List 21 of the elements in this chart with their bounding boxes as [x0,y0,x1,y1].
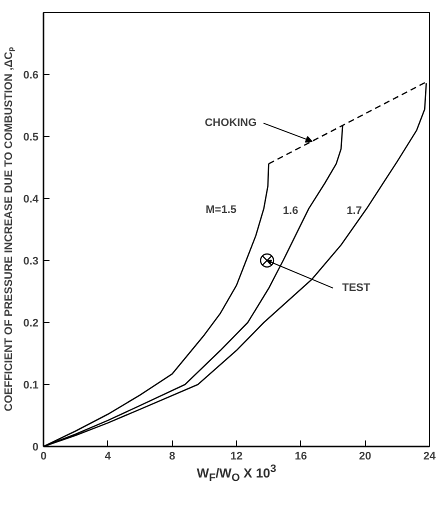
y-tick-label: 0 [32,442,39,454]
x-axis-title: W$_{F}$/W$_{O}$ X 10$^{3}$ [196,462,278,486]
x-tick-label: 24 [423,450,436,462]
annotation: 1.6 [282,204,298,217]
x-tick-label: 16 [294,450,307,462]
y-tick-label: 0.3 [23,256,39,268]
x-tick-label: 12 [230,450,243,462]
annotation: M=1.5 [206,204,237,216]
x-tick-label: 0 [40,450,47,462]
x-tick-label: 4 [104,450,112,462]
y-tick-label: 0.6 [23,70,39,82]
x-tick-label: 8 [169,450,176,462]
y-tick-label: 0.4 [23,194,40,206]
annotation: CHOKING [204,117,257,130]
y-tick-label: 0.5 [23,132,39,144]
y-tick-label: 0.2 [23,318,39,330]
x-tick-label: 20 [359,450,372,462]
annotation: TEST [342,282,370,294]
annotation: 1.7 [346,204,362,217]
y-axis-title: COEFFICIENT OF PRESSURE INCREASE DUE TO COMBUSTION ,ΔCₚ [3,46,16,412]
y-tick-label: 0.1 [23,380,39,392]
